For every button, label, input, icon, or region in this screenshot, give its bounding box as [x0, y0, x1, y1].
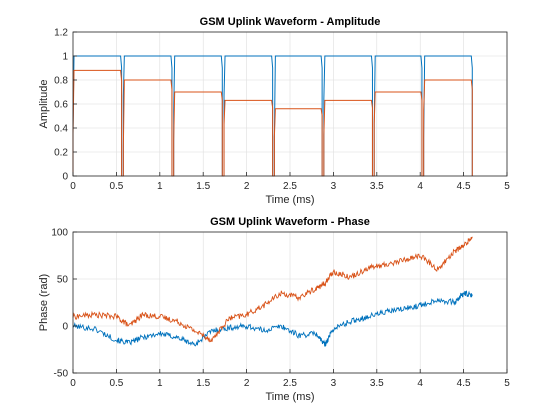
- x-tick-label: 2.5: [283, 181, 297, 192]
- y-tick-label: 1: [62, 52, 68, 63]
- y-tick-label: 1.2: [54, 28, 68, 39]
- x-tick-label: 0.5: [109, 181, 123, 192]
- y-tick-label: 100: [51, 228, 68, 239]
- x-tick-label: 2.5: [283, 378, 297, 389]
- x-tick-label: 1.5: [196, 378, 210, 389]
- x-tick-label: 2: [244, 181, 250, 192]
- y-tick-label: -50: [54, 369, 69, 380]
- phase-series-2-line: [72, 236, 473, 343]
- y-tick-label: 0.2: [54, 148, 68, 159]
- phase-ylabel: Phase (rad): [38, 274, 50, 331]
- x-tick-label: 5: [504, 181, 510, 192]
- x-tick-label: 1.5: [196, 181, 210, 192]
- x-tick-label: 4.5: [457, 378, 471, 389]
- y-tick-label: 0: [62, 172, 68, 183]
- y-tick-label: 0.4: [54, 124, 68, 135]
- y-tick-label: 0: [62, 322, 68, 333]
- x-tick-label: 2: [244, 378, 250, 389]
- y-tick-label: 0.6: [54, 100, 68, 111]
- x-tick-label: 0.5: [109, 378, 123, 389]
- x-tick-label: 0: [70, 378, 76, 389]
- x-tick-label: 4.5: [457, 181, 471, 192]
- amplitude-title: GSM Uplink Waveform - Amplitude: [200, 16, 381, 28]
- x-tick-label: 1: [157, 378, 163, 389]
- x-tick-label: 5: [504, 378, 510, 389]
- x-tick-label: 0: [70, 181, 76, 192]
- x-tick-label: 4: [417, 378, 423, 389]
- y-tick-label: 0.8: [54, 76, 68, 87]
- amplitude-ylabel: Amplitude: [38, 80, 50, 129]
- y-tick-label: 50: [57, 275, 69, 286]
- phase-xlabel: Time (ms): [265, 391, 314, 403]
- x-tick-label: 4: [417, 181, 423, 192]
- x-tick-label: 1: [157, 181, 163, 192]
- amplitude-axes: 0 0.5 1 1.5 2 2.5 3 3.5 4 4.5 5 0 0.2 0.4 0.6 0.8 1 1.2 G…: [38, 16, 510, 206]
- x-tick-label: 3: [331, 378, 337, 389]
- x-tick-label: 3.5: [370, 378, 384, 389]
- amplitude-xlabel: Time (ms): [265, 194, 314, 206]
- x-tick-label: 3: [331, 181, 337, 192]
- phase-series-1-line: [72, 290, 473, 347]
- phase-title: GSM Uplink Waveform - Phase: [210, 216, 370, 228]
- x-tick-label: 3.5: [370, 181, 384, 192]
